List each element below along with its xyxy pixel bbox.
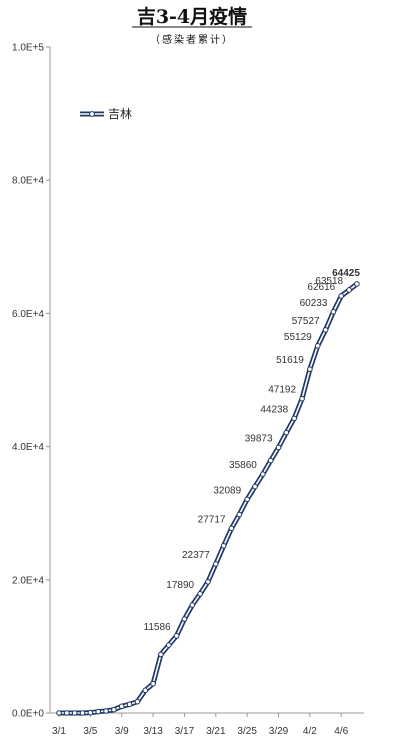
data-point [95, 708, 101, 715]
data-point [118, 703, 125, 710]
data-point [236, 511, 243, 518]
data-label: 32089 [213, 485, 241, 496]
y-axis-ticks: 0.0E+0 2.0E+4 4.0E+4 6.0E+4 8.0E+4 1.0E+5 [12, 43, 50, 720]
data-point [299, 395, 305, 402]
data-point [142, 687, 149, 694]
data-point [244, 496, 250, 503]
series-layer [56, 281, 360, 716]
data-point [165, 642, 172, 648]
x-tick-label: 3/5 [83, 726, 97, 737]
data-point [150, 680, 156, 687]
data-label: 63518 [315, 276, 343, 287]
data-point [322, 327, 329, 333]
data-label: 47192 [268, 385, 296, 396]
data-label: 64425 [332, 268, 360, 279]
data-point [134, 698, 141, 705]
x-tick-label: 3/9 [115, 726, 129, 737]
data-label: 44238 [260, 404, 288, 415]
data-point [330, 309, 337, 315]
data-label: 60233 [300, 298, 328, 309]
data-point [158, 651, 164, 658]
y-tick-label: 8.0E+4 [12, 176, 44, 187]
data-point [354, 281, 360, 287]
data-labels: 11586 17890 22377 27717 32089 35860 39873 44238… [144, 268, 361, 633]
data-point [64, 710, 70, 716]
axes [49, 47, 364, 714]
data-label: 57527 [292, 316, 320, 327]
series-line-outer [56, 281, 360, 716]
y-tick-label: 2.0E+4 [12, 575, 44, 586]
x-axis-ticks: 3/1 3/5 3/9 3/13 3/17 3/21 3/25 3/29 4/2 4/6 [52, 713, 349, 737]
series-line-inner [58, 283, 358, 714]
data-point [260, 471, 266, 477]
data-label: 55129 [284, 332, 312, 343]
x-tick-label: 3/17 [175, 726, 195, 737]
data-point [103, 708, 109, 714]
x-tick-label: 3/13 [143, 726, 163, 737]
x-tick-label: 4/6 [334, 726, 348, 737]
legend-label: 吉林 [108, 107, 132, 121]
data-label: 39873 [245, 433, 273, 444]
data-point [197, 591, 203, 597]
data-point [228, 525, 235, 532]
data-label: 11586 [144, 622, 172, 633]
data-label: 17890 [166, 580, 194, 591]
data-point [220, 543, 227, 549]
chart-title: 吉3-4月疫情 [137, 5, 247, 28]
chart-subtitle: （感染者累计） [150, 33, 234, 46]
data-point [307, 366, 313, 373]
x-tick-label: 3/1 [52, 726, 66, 737]
data-point [126, 701, 133, 708]
data-label: 27717 [198, 514, 226, 525]
data-point [338, 293, 345, 299]
data-point [283, 429, 290, 436]
y-tick-label: 0.0E+0 [12, 709, 44, 720]
data-label: 22377 [182, 550, 210, 561]
data-point [71, 710, 78, 716]
x-tick-label: 3/29 [269, 726, 289, 737]
data-point [56, 710, 62, 716]
data-point [252, 483, 258, 490]
data-point [275, 444, 282, 451]
data-point [79, 710, 86, 716]
y-tick-label: 6.0E+4 [12, 309, 44, 320]
data-point [346, 287, 352, 293]
y-tick-label: 4.0E+4 [12, 442, 44, 453]
x-tick-label: 3/21 [206, 726, 226, 737]
data-point [189, 602, 196, 608]
data-point [213, 561, 219, 567]
data-point [267, 457, 274, 464]
legend: 吉林 [80, 107, 132, 121]
x-tick-label: 4/2 [303, 726, 317, 737]
data-label: 51619 [276, 355, 304, 366]
y-tick-label: 1.0E+5 [12, 43, 44, 54]
data-point [173, 633, 180, 639]
data-label: 35860 [229, 460, 257, 471]
data-point [111, 706, 117, 713]
data-point [291, 415, 298, 422]
data-point [87, 709, 94, 716]
data-point [314, 343, 321, 349]
x-tick-label: 3/25 [237, 726, 257, 737]
data-label: 62616 [307, 282, 335, 293]
data-point [205, 578, 211, 585]
legend-marker [89, 111, 95, 117]
data-point [181, 616, 188, 622]
